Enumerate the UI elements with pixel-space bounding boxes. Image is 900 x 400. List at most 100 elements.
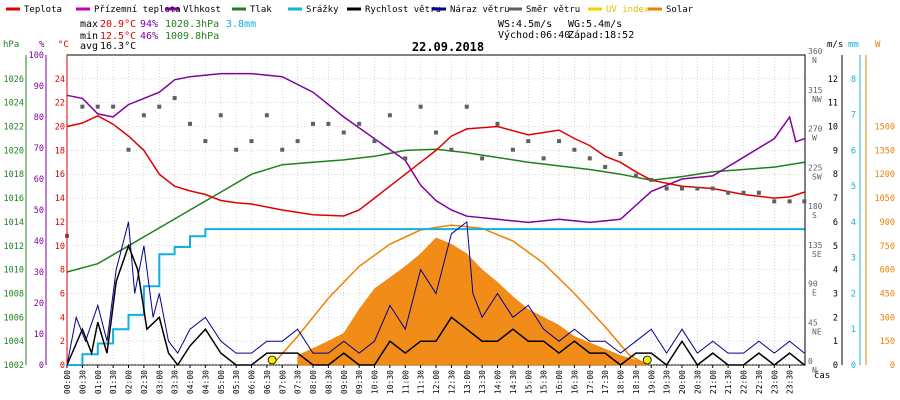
x-tick-label: 01:00 <box>94 370 103 394</box>
x-tick-label: 09:00 <box>340 370 349 394</box>
temperature_c-tick: 2 <box>60 337 65 347</box>
wind-direction-point <box>618 152 623 157</box>
legend-label: Náraz větru <box>450 5 510 15</box>
solar-tick: 150 <box>880 337 895 347</box>
x-tick-label: 18:30 <box>632 370 641 394</box>
legend-label: Tlak <box>250 5 272 15</box>
legend-label: Srážky <box>306 5 339 15</box>
series-wind-speed <box>66 243 805 367</box>
x-tick-label: 12:30 <box>447 370 456 394</box>
x-tick-label: 04:30 <box>201 370 210 394</box>
wind-direction-point <box>357 121 362 126</box>
sun-marker <box>267 355 277 365</box>
rain-tick: 3 <box>851 254 856 264</box>
x-tick-label: 07:00 <box>278 370 287 394</box>
x-tick-label: 12:00 <box>432 370 441 394</box>
wind-tick: 1 <box>833 337 838 347</box>
compass-label: SW <box>812 172 822 181</box>
rain-tick: 5 <box>851 182 856 192</box>
series-pressure <box>66 148 805 273</box>
x-tick-label: 20:00 <box>678 370 687 394</box>
wind-direction-point <box>280 147 285 152</box>
legend-label: Směr větru <box>526 5 580 15</box>
axes: 1002100410061008101010121014101610181020… <box>4 47 895 394</box>
unit-ms: m/s <box>827 40 843 50</box>
direction-tick: 135 <box>808 241 823 250</box>
wind-direction-point <box>311 121 315 126</box>
wind-direction-point <box>495 121 500 126</box>
wind-direction-point <box>664 186 669 191</box>
x-tick-label: 20:30 <box>693 370 702 394</box>
axis-unit-labels: hPa % °C m/s mm W čas <box>3 40 881 381</box>
x-tick-label: 16:30 <box>570 370 579 394</box>
direction-tick: 360 <box>808 47 823 56</box>
compass-label: N <box>812 56 817 65</box>
wind-tick: 3 <box>833 289 838 299</box>
unit-percent: % <box>39 40 45 50</box>
pressure_hpa-tick: 1022 <box>4 123 24 133</box>
compass-label: W <box>812 134 817 143</box>
x-tick-label: 23:30 <box>786 370 795 394</box>
x-tick-label: 22:00 <box>740 370 749 394</box>
x-tick-label: 21:30 <box>724 370 733 394</box>
wind-direction-point <box>172 96 177 101</box>
direction-tick: 45 <box>808 318 818 327</box>
wind-direction-point <box>541 156 546 161</box>
wind-direction-point <box>449 147 454 152</box>
wind-direction-point <box>572 147 577 152</box>
unit-hpa: hPa <box>3 40 19 50</box>
compass-label: NE <box>812 327 822 336</box>
humidity_pct-tick: 90 <box>34 82 44 92</box>
unit-celsius: °C <box>58 40 69 50</box>
wind-direction-point <box>633 173 638 178</box>
humidity_pct-tick: 20 <box>34 299 44 309</box>
wind-direction-point <box>680 186 684 191</box>
wind-direction-point <box>756 190 761 195</box>
temperature_c-tick: 0 <box>60 361 65 371</box>
humidity_pct-tick: 70 <box>34 144 44 154</box>
solar-tick: 0 <box>890 361 895 371</box>
unit-time: čas <box>814 370 830 381</box>
pressure_hpa-tick: 1014 <box>4 218 24 228</box>
x-tick-label: 19:30 <box>663 370 672 394</box>
x-tick-label: 13:30 <box>478 370 487 394</box>
x-tick-label: 16:00 <box>555 370 564 394</box>
humidity_pct-tick: 60 <box>34 175 44 185</box>
wind-direction-point <box>510 147 515 152</box>
legend-label: Vlhkost <box>183 5 221 15</box>
stat-rain: 3.8mm <box>226 19 256 30</box>
wind-direction-point <box>203 139 208 144</box>
wind-direction-point <box>341 130 346 135</box>
temperature_c-tick: 4 <box>60 313 65 323</box>
series-temperature <box>66 114 805 217</box>
x-tick-label: 07:30 <box>294 370 303 394</box>
x-tick-label: 03:00 <box>155 370 164 394</box>
series-wind-gust <box>66 220 805 366</box>
x-tick-label: 10:00 <box>371 370 380 394</box>
direction-tick: 180 <box>808 202 823 211</box>
wind-tick: 11 <box>828 99 838 109</box>
series-solar-measured <box>297 237 649 366</box>
wind-tick: 4 <box>833 266 838 276</box>
x-tick-label: 08:00 <box>309 370 318 394</box>
x-tick-label: 02:30 <box>140 370 149 394</box>
wind-direction-point <box>218 113 223 118</box>
wind-direction-point <box>264 113 269 118</box>
stat-wind-gust: WG:5.4m/s <box>568 19 622 30</box>
rain-tick: 0 <box>851 361 856 371</box>
stat-wind-speed: WS:4.5m/s <box>498 19 552 30</box>
temperature_c-tick: 20 <box>55 123 65 133</box>
rain-tick: 7 <box>851 111 856 121</box>
wind-direction-point <box>787 199 792 204</box>
solar-tick: 750 <box>880 242 895 252</box>
solar-tick: 900 <box>880 218 895 228</box>
direction-tick: 90 <box>808 280 818 289</box>
humidity_pct-tick: 0 <box>39 361 44 371</box>
x-tick-label: 14:30 <box>509 370 518 394</box>
wind-direction-point <box>464 104 469 109</box>
x-tick-label: 01:30 <box>109 370 118 394</box>
solar-tick: 1200 <box>875 170 895 180</box>
stat-avg-label: avg <box>80 41 98 52</box>
solar-tick: 600 <box>880 266 895 276</box>
